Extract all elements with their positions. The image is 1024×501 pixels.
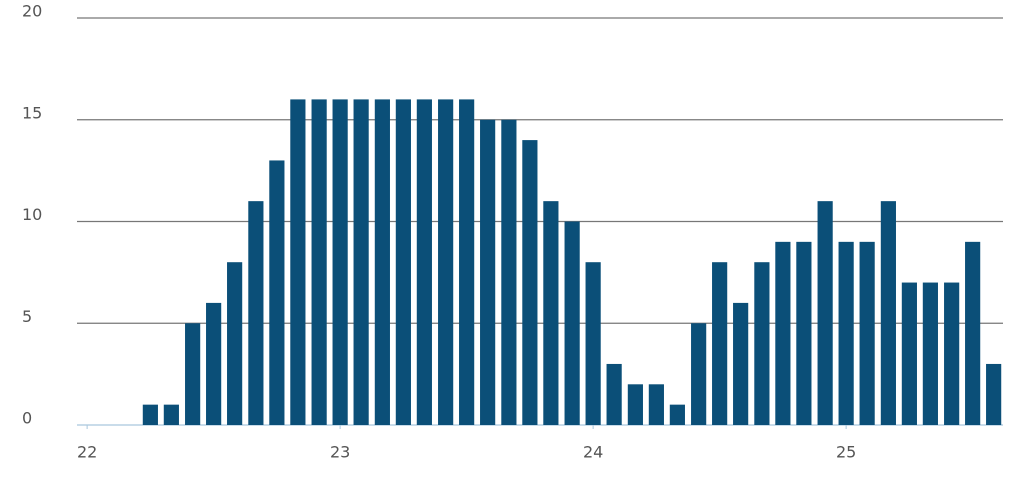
bar bbox=[142, 404, 158, 425]
bar bbox=[901, 282, 917, 425]
bar bbox=[606, 363, 622, 425]
bar bbox=[669, 404, 685, 425]
bar bbox=[859, 241, 875, 425]
bar bbox=[817, 201, 833, 425]
bar bbox=[627, 384, 643, 425]
y-tick-label: 15 bbox=[22, 103, 42, 122]
bar bbox=[248, 201, 264, 425]
bar bbox=[648, 384, 664, 425]
bar bbox=[754, 262, 770, 425]
bar bbox=[501, 119, 517, 425]
bar bbox=[691, 323, 707, 425]
bar bbox=[585, 262, 601, 425]
bar bbox=[185, 323, 201, 425]
bar bbox=[480, 119, 496, 425]
bar bbox=[395, 99, 411, 426]
bar bbox=[796, 241, 812, 425]
x-tick-label: 22 bbox=[77, 443, 97, 462]
bar bbox=[438, 99, 454, 426]
y-tick-label: 20 bbox=[22, 2, 42, 21]
bar bbox=[543, 201, 559, 425]
bar bbox=[374, 99, 390, 426]
x-tick-label: 23 bbox=[330, 443, 350, 462]
bar bbox=[733, 302, 749, 425]
bar bbox=[944, 282, 960, 425]
y-tick-label: 5 bbox=[22, 307, 32, 326]
bar bbox=[564, 221, 580, 425]
bar bbox=[965, 241, 981, 425]
bar bbox=[880, 201, 896, 425]
bar bbox=[838, 241, 854, 425]
bar bbox=[922, 282, 938, 425]
bar bbox=[712, 262, 728, 425]
bar bbox=[775, 241, 791, 425]
y-tick-label: 10 bbox=[22, 205, 42, 224]
bar bbox=[332, 99, 348, 426]
bar bbox=[290, 99, 306, 426]
bar bbox=[227, 262, 243, 425]
y-tick-label: 0 bbox=[22, 409, 32, 428]
bar bbox=[459, 99, 475, 426]
bar bbox=[522, 140, 538, 425]
bar bbox=[416, 99, 432, 426]
bar bbox=[269, 160, 285, 425]
x-tick-label: 25 bbox=[836, 443, 856, 462]
bar bbox=[163, 404, 179, 425]
bar bbox=[206, 302, 222, 425]
bar bbox=[353, 99, 369, 426]
bar bbox=[311, 99, 327, 426]
bar bbox=[986, 363, 1002, 425]
x-tick-label: 24 bbox=[583, 443, 603, 462]
